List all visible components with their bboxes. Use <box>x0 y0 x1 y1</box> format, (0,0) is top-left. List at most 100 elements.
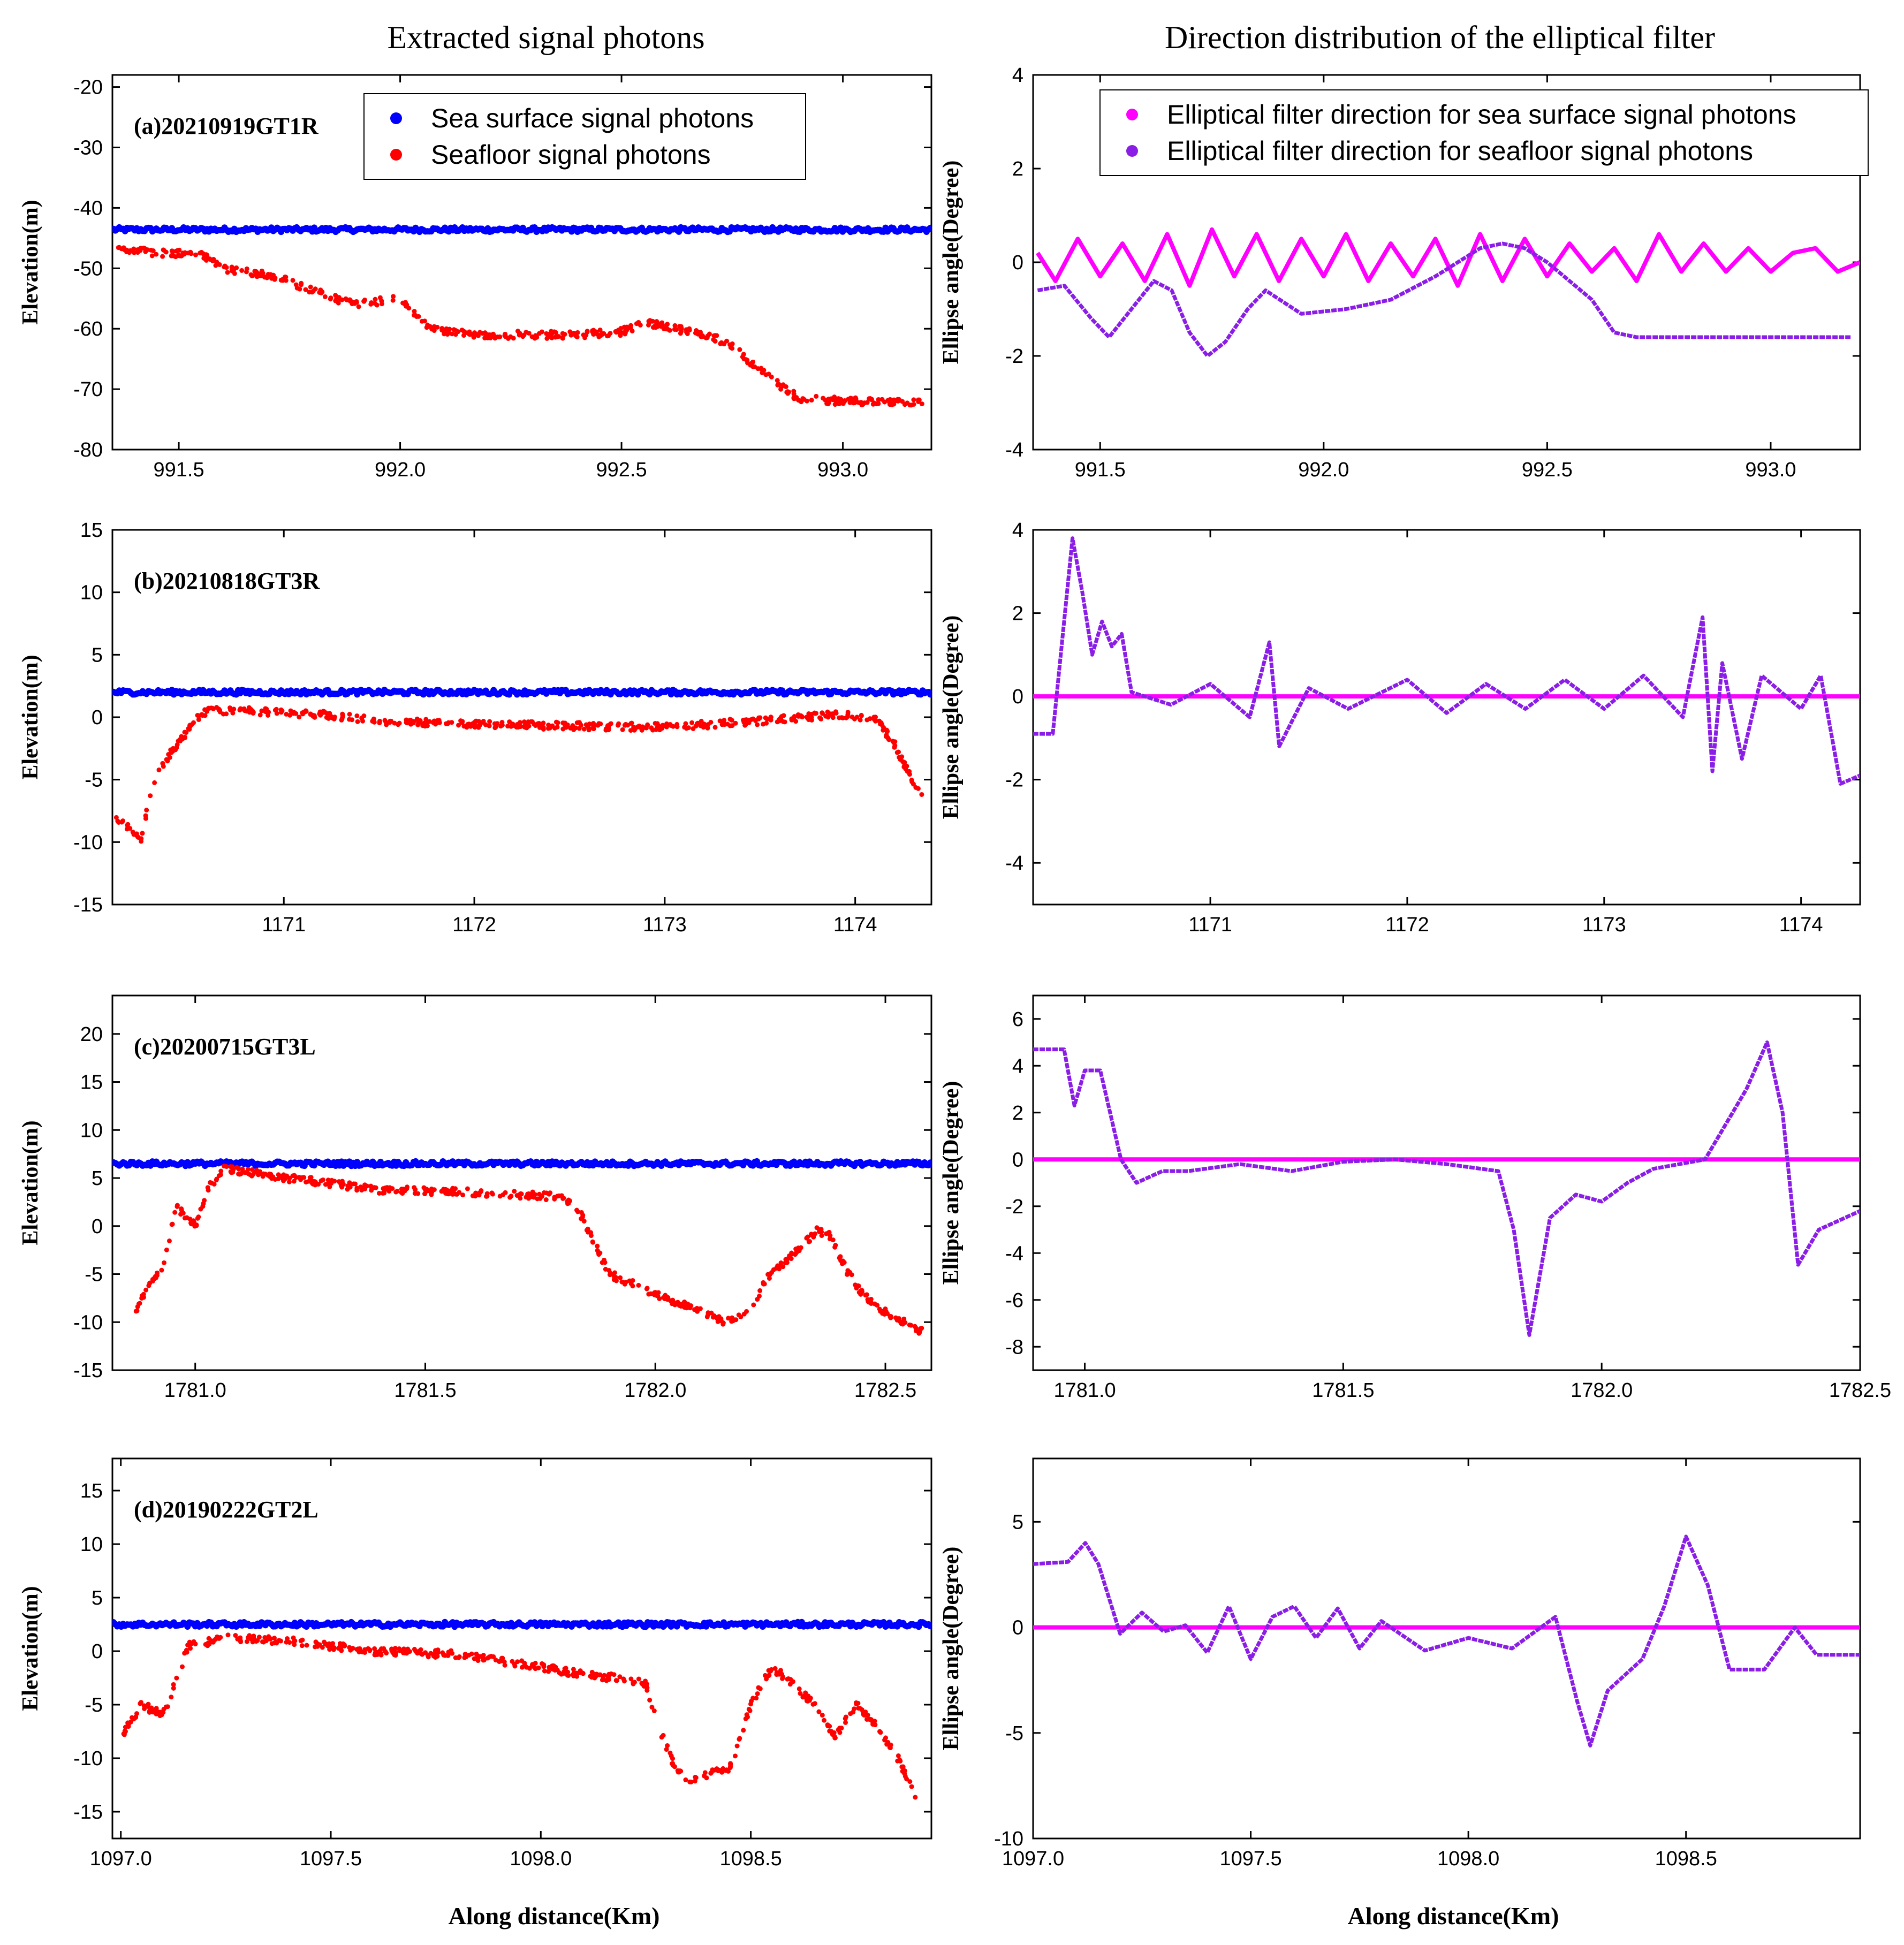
y-axis-label: Ellipse angle(Degree) <box>939 1081 964 1285</box>
seafloor-photon <box>152 780 157 785</box>
seafloor-photon <box>133 1714 139 1720</box>
seafloor-photon <box>665 1743 670 1748</box>
seafloor-photon <box>727 717 733 722</box>
plot-frame <box>1032 1457 1861 1840</box>
seafloor-photon <box>629 720 634 726</box>
seafloor-photon <box>221 711 226 717</box>
seafloor-photon <box>745 360 750 366</box>
seafloor-photon <box>764 717 770 722</box>
seafloor-photon <box>457 1190 462 1195</box>
seafloor-photon <box>877 1306 882 1312</box>
panel-4: 1781.0 1781.5 1782.0 1782.5 20 15 10 5 0 -5 -10 -15… <box>18 994 932 1402</box>
seafloor-photon <box>130 1715 135 1720</box>
seafloor-photon <box>313 1180 318 1185</box>
seafloor-photon <box>214 1177 219 1183</box>
seafloor-photon <box>838 1254 843 1259</box>
y-axis-label: Elevation(m) <box>18 200 43 324</box>
seafloor-photon <box>730 346 735 351</box>
seafloor-photon <box>855 1283 861 1288</box>
seafloor-photon <box>322 294 328 299</box>
y-tick-label: 5 <box>92 1587 103 1609</box>
y-tick-label: 10 <box>80 1533 103 1556</box>
seafloor-photon <box>877 718 882 724</box>
y-tick-label: 0 <box>1012 686 1023 708</box>
seafloor-photon <box>545 726 551 731</box>
seafloor-photon <box>492 725 498 731</box>
seafloor-photon <box>808 1696 813 1701</box>
seafloor-photon <box>485 335 490 340</box>
seafloor-photon <box>903 766 908 771</box>
x-tick-label: 1174 <box>833 914 877 936</box>
seafloor-photon <box>757 1288 763 1293</box>
seafloor-photon <box>806 1239 811 1244</box>
seafloor-photon <box>710 1315 716 1320</box>
seafloor-photon <box>736 1312 741 1318</box>
y-tick-label: 5 <box>92 644 103 666</box>
seafloor-photon <box>514 1193 520 1198</box>
seafloor-photon <box>198 250 203 256</box>
seafloor-photon <box>147 1280 153 1286</box>
seafloor-photon <box>198 1206 203 1212</box>
seafloor-photon <box>817 715 822 720</box>
plot-area <box>112 1619 931 1800</box>
seafloor-photon <box>210 705 215 711</box>
x-tick-label: 1172 <box>1385 914 1429 936</box>
seafloor-photon <box>246 1171 251 1176</box>
seafloor-photon <box>127 248 133 253</box>
plot-frame <box>111 994 932 1371</box>
seafloor-photon <box>913 785 919 790</box>
seafloor-photon <box>837 1730 843 1735</box>
seafloor-photon <box>876 401 881 406</box>
seafloor-photon <box>778 1260 784 1266</box>
seafloor-photon <box>833 709 838 715</box>
seafloor-photon <box>278 1638 284 1644</box>
seafloor-photon <box>216 708 222 713</box>
y-tick-label: 10 <box>80 1119 103 1142</box>
seafloor-photon <box>718 1316 724 1321</box>
seafloor-photon <box>360 718 366 724</box>
seafloor-photon <box>412 309 417 314</box>
seafloor-photon <box>884 728 890 733</box>
surface-photons <box>112 1158 931 1169</box>
seafloor-photon <box>515 1659 520 1665</box>
seafloor-photon <box>586 727 591 733</box>
seafloor-photon <box>225 270 230 275</box>
seafloor-photon <box>426 1654 431 1660</box>
seafloor-photon <box>257 712 263 718</box>
seafloor-photon <box>729 1319 734 1324</box>
seafloor-photon <box>664 1747 669 1752</box>
seafloor-photon <box>383 1648 388 1654</box>
seafloor-photon <box>712 338 718 344</box>
seafloor-photon <box>560 1196 566 1201</box>
seafloor-photon <box>526 331 532 336</box>
seafloor-photon <box>696 721 702 727</box>
x-tick-label: 991.5 <box>1075 459 1126 481</box>
seafloor-photon <box>339 1648 344 1653</box>
seafloor-photon <box>595 1243 600 1249</box>
x-tick-label: 1782.5 <box>854 1379 916 1402</box>
y-tick-label: 0 <box>1012 1149 1023 1171</box>
y-tick-label: -15 <box>73 894 103 916</box>
seafloor-photon <box>187 1639 192 1645</box>
y-tick-label: -5 <box>1005 1722 1023 1745</box>
seafloor-photon <box>798 1245 803 1250</box>
seafloor-photon <box>331 1647 336 1652</box>
seafloor-photon <box>230 267 235 272</box>
seafloor-photon <box>347 712 352 717</box>
seafloor-photon <box>898 755 903 761</box>
y-tick-label: 10 <box>80 582 103 604</box>
seafloor-photon <box>470 721 475 726</box>
seafloor-photon <box>894 750 900 755</box>
x-tick-label: 1782.0 <box>1571 1379 1633 1402</box>
seafloor-photon <box>605 333 610 339</box>
seafloor-photon <box>233 1633 238 1638</box>
seafloor-photon <box>902 760 907 765</box>
y-axis-label: Ellipse angle(Degree) <box>939 1547 964 1751</box>
seafloor-photon <box>313 286 318 292</box>
seafloor-photon <box>332 715 337 720</box>
seafloor-photon <box>309 290 315 295</box>
seafloor-photon <box>529 334 535 339</box>
seafloor-photon <box>373 297 378 302</box>
seafloor-photon <box>339 1184 345 1190</box>
x-tick-label: 993.0 <box>1745 459 1796 481</box>
